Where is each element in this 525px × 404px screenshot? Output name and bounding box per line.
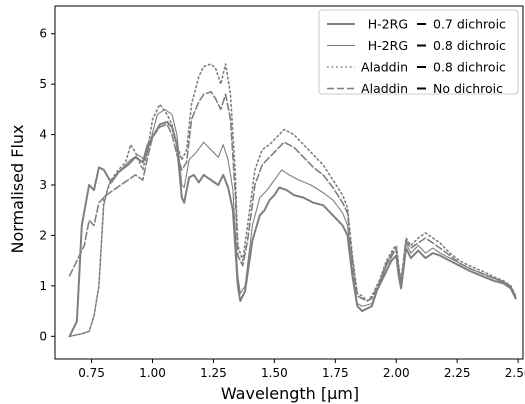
legend-series-name: Aladdin [361, 81, 408, 96]
x-tick-label: 1.00 [139, 366, 166, 380]
series-line-4 [68, 90, 517, 302]
axes: 0.75 1.00 1.25 1.50 1.75 2.00 2.25 2.50 0 1 2 3 4 5 6 [39, 5, 525, 380]
x-tick-label: 2.00 [383, 366, 410, 380]
series-line-3 [68, 63, 517, 338]
legend-series-name: H-2RG [368, 17, 408, 32]
legend-series-name: H-2RG [368, 38, 408, 53]
y-tick-label: 0 [39, 329, 47, 343]
y-tick-label: 4 [39, 128, 47, 142]
series-line-2 [69, 108, 517, 337]
series-line-1 [68, 121, 517, 338]
x-tick-label: 1.25 [200, 366, 227, 380]
legend-series-suffix: 0.8 dichroic [433, 60, 506, 75]
y-tick-label: 1 [39, 279, 47, 293]
x-tick-label: 0.75 [78, 366, 105, 380]
y-tick-label: 3 [39, 178, 47, 192]
x-tick-label: 2.50 [505, 366, 525, 380]
plot-frame [54, 5, 524, 360]
x-tick-label: 1.50 [261, 366, 288, 380]
series-lines [68, 63, 517, 338]
x-axis-label: Wavelength [µm] [221, 384, 359, 403]
legend-box [318, 9, 519, 95]
legend: H-2RG 0.7 dichroic H-2RG 0.8 dichroic Aladdi… [318, 9, 519, 96]
y-axis-label: Normalised Flux [8, 124, 27, 253]
y-tick-label: 6 [39, 27, 47, 41]
x-tick-label: 2.25 [444, 366, 471, 380]
legend-series-suffix: 0.8 dichroic [433, 38, 506, 53]
x-tick-label: 1.75 [322, 366, 349, 380]
y-tick-label: 2 [39, 228, 47, 242]
legend-series-name: Aladdin [361, 60, 408, 75]
y-tick-label: 5 [39, 77, 47, 91]
legend-series-suffix: No dichroic [433, 81, 503, 96]
legend-series-suffix: 0.7 dichroic [433, 17, 506, 32]
